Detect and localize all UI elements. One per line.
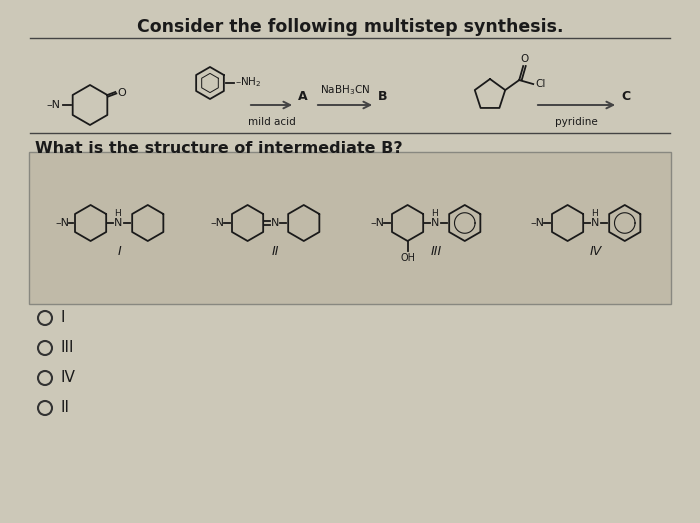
- Text: H: H: [114, 209, 121, 218]
- Text: III: III: [60, 340, 74, 356]
- Text: –N: –N: [370, 218, 384, 228]
- Text: I: I: [60, 311, 64, 325]
- Text: NaBH$_3$CN: NaBH$_3$CN: [320, 83, 370, 97]
- Text: H: H: [592, 209, 598, 218]
- Text: –N: –N: [530, 218, 544, 228]
- Text: B: B: [378, 90, 388, 103]
- Text: What is the structure of intermediate B?: What is the structure of intermediate B?: [35, 141, 402, 156]
- Text: N: N: [592, 218, 600, 228]
- Text: Cl: Cl: [536, 79, 545, 89]
- Text: pyridine: pyridine: [555, 117, 598, 127]
- Text: N: N: [431, 218, 440, 228]
- Text: O: O: [118, 88, 126, 98]
- Text: –N: –N: [47, 100, 61, 110]
- Text: III: III: [430, 245, 442, 258]
- Text: IV: IV: [590, 245, 602, 258]
- Text: O: O: [520, 54, 528, 64]
- Text: A: A: [298, 90, 307, 103]
- Text: H: H: [431, 209, 438, 218]
- Text: OH: OH: [400, 253, 415, 263]
- Text: N: N: [114, 218, 122, 228]
- Text: II: II: [272, 245, 279, 258]
- Text: IV: IV: [60, 370, 75, 385]
- Text: N: N: [271, 218, 279, 228]
- Text: I: I: [118, 245, 121, 258]
- Text: –NH$_2$: –NH$_2$: [235, 75, 261, 89]
- Text: C: C: [621, 90, 630, 103]
- FancyBboxPatch shape: [29, 152, 671, 304]
- Text: –N: –N: [210, 218, 224, 228]
- Text: II: II: [60, 401, 69, 415]
- Text: mild acid: mild acid: [248, 117, 295, 127]
- Text: –N: –N: [55, 218, 69, 228]
- Text: Consider the following multistep synthesis.: Consider the following multistep synthes…: [136, 18, 564, 36]
